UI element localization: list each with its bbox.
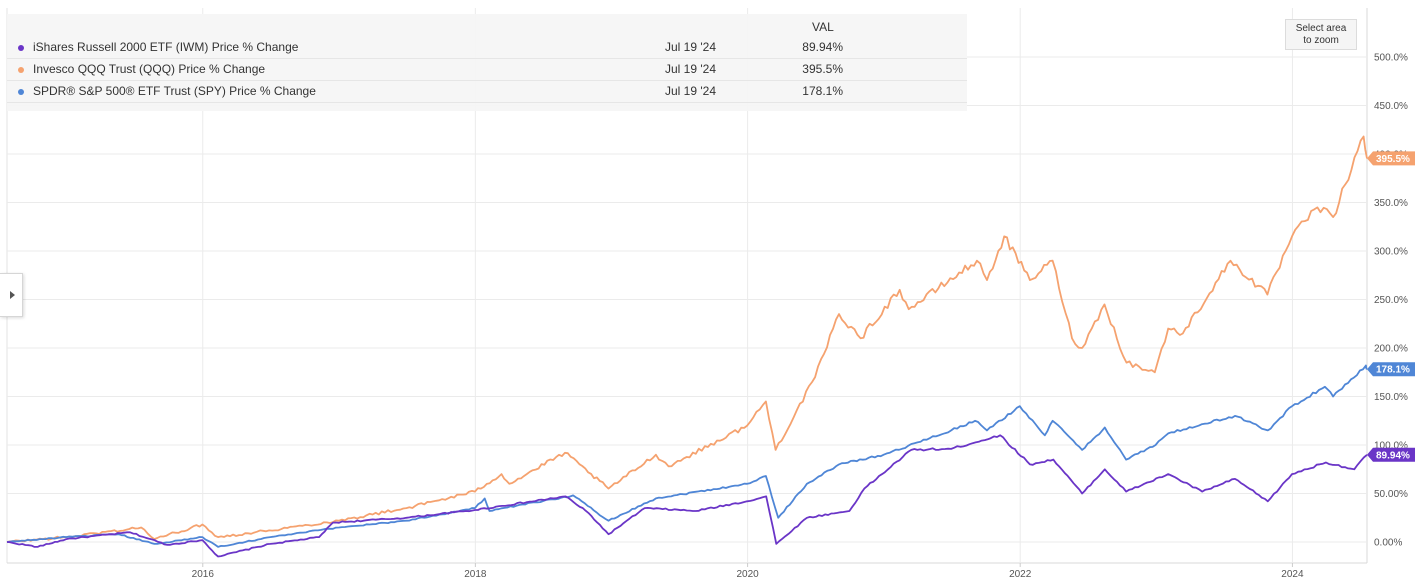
- select-area-zoom-button[interactable]: Select area to zoom: [1285, 19, 1357, 50]
- y-tick-label: 0.00%: [1374, 538, 1402, 549]
- series-line-1: [6, 135, 1368, 543]
- legend-series-date: Jul 19 '24: [665, 40, 716, 54]
- legend-series-value: 178.1%: [802, 84, 843, 98]
- legend-series-value: 89.94%: [802, 40, 843, 54]
- legend-series-name: iShares Russell 2000 ETF (IWM) Price % C…: [33, 40, 299, 54]
- end-value-label: 178.1%: [1376, 365, 1410, 376]
- y-axis-ticks: 0.00% 50.00% 100.0% 150.0% 200.0% 250.0% 300.0…: [1374, 53, 1408, 549]
- legend-panel: VAL iShares Russell 2000 ETF (IWM) Price…: [7, 14, 967, 111]
- legend-series-date: Jul 19 '24: [665, 62, 716, 76]
- zoom-button-line1: Select area: [1295, 23, 1347, 34]
- legend-row-qqq[interactable]: Invesco QQQ Trust (QQQ) Price % Change J…: [7, 59, 967, 81]
- x-tick-label: 2016: [192, 569, 215, 579]
- series-line-2: [6, 364, 1368, 548]
- end-value-label: 89.94%: [1376, 450, 1410, 461]
- legend-series-name: SPDR® S&P 500® ETF Trust (SPY) Price % C…: [33, 84, 316, 98]
- legend-row-iwm[interactable]: iShares Russell 2000 ETF (IWM) Price % C…: [7, 37, 967, 59]
- end-value-labels: 395.5% 178.1% 89.94%: [1367, 151, 1415, 462]
- legend-series-value: 395.5%: [802, 62, 843, 76]
- expand-panel-toggle[interactable]: [0, 273, 23, 317]
- x-tick-label: 2022: [1009, 569, 1032, 579]
- y-tick-label: 500.0%: [1374, 53, 1408, 64]
- legend-series-date: Jul 19 '24: [665, 84, 716, 98]
- end-value-badge-1: 395.5%: [1367, 151, 1415, 166]
- legend-value-header: VAL: [812, 20, 834, 34]
- x-tick-label: 2020: [736, 569, 759, 579]
- end-value-label: 395.5%: [1376, 154, 1410, 165]
- y-tick-label: 450.0%: [1374, 101, 1408, 112]
- legend-series-name: Invesco QQQ Trust (QQQ) Price % Change: [33, 62, 266, 76]
- y-tick-label: 100.0%: [1374, 441, 1408, 452]
- end-value-badge-bg: [1367, 447, 1415, 462]
- y-tick-label: 300.0%: [1374, 247, 1408, 258]
- y-tick-label: 250.0%: [1374, 295, 1408, 306]
- y-tick-label: 50.00%: [1374, 489, 1408, 500]
- zoom-button-line2: to zoom: [1303, 35, 1339, 46]
- y-tick-label: 150.0%: [1374, 392, 1408, 403]
- end-value-badge-2: 178.1%: [1367, 362, 1415, 377]
- series-color-dot: [18, 67, 24, 73]
- series-color-dot: [18, 45, 24, 51]
- legend-row-spy[interactable]: SPDR® S&P 500® ETF Trust (SPY) Price % C…: [7, 81, 967, 103]
- end-value-badge-bg: [1367, 362, 1415, 377]
- chevron-right-icon: [10, 291, 15, 299]
- y-tick-label: 200.0%: [1374, 344, 1408, 355]
- series-color-dot: [18, 89, 24, 95]
- x-tick-label: 2018: [464, 569, 487, 579]
- series-lines: [6, 135, 1368, 558]
- series-line-0: [6, 434, 1368, 558]
- x-tick-label: 2024: [1281, 569, 1304, 579]
- y-tick-label: 350.0%: [1374, 198, 1408, 209]
- x-axis-ticks: 2016 2018 2020 2022 2024: [192, 569, 1304, 579]
- end-value-badge-0: 89.94%: [1367, 447, 1415, 462]
- end-value-badge-bg: [1367, 151, 1415, 166]
